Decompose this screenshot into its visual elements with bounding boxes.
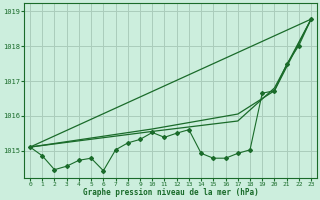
X-axis label: Graphe pression niveau de la mer (hPa): Graphe pression niveau de la mer (hPa) xyxy=(83,188,259,197)
